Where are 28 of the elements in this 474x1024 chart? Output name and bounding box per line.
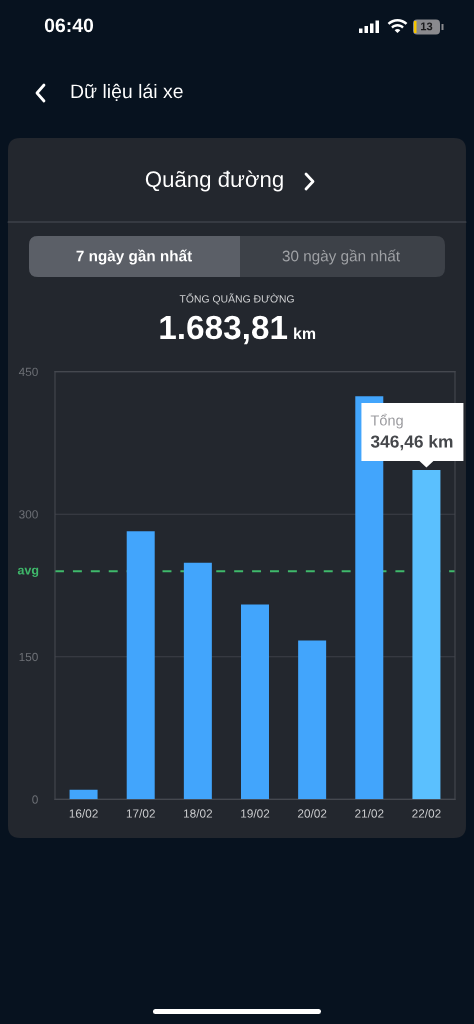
bar	[183, 562, 212, 800]
x-tick-label: 20/02	[297, 809, 327, 818]
x-tick-label: 17/02	[126, 809, 155, 818]
x-tick-label: 21/02	[355, 809, 384, 818]
text: TỔNG QUÃNG ĐƯỜNG	[179, 293, 294, 305]
text: Dữ liệu lái xe	[71, 83, 183, 101]
y-tick-label: 0	[32, 795, 38, 804]
ref-line-label: avg	[17, 567, 39, 578]
y-tick-label: 450	[18, 367, 38, 377]
annotation: Tổng	[370, 413, 403, 429]
y-tick-label: 150	[19, 652, 38, 662]
x-tick-label: 22/02	[412, 809, 441, 818]
x-tick-label: 18/02	[183, 809, 213, 818]
bar	[126, 531, 155, 800]
text: 7 ngày gần nhất	[76, 249, 192, 265]
bar	[298, 640, 327, 800]
text: 30 ngày gần nhất	[282, 249, 400, 265]
chart-title: Quãng đường	[145, 170, 283, 192]
text: 1.683,81 km	[160, 315, 316, 345]
bar	[69, 789, 98, 800]
data-label: 346,46 km	[370, 434, 453, 451]
text: 13	[421, 22, 433, 31]
x-tick-label: 19/02	[241, 809, 270, 818]
text: 06:40	[44, 18, 94, 33]
bar	[241, 604, 269, 800]
x-tick-label: 16/02	[69, 809, 98, 818]
y-tick-label: 300	[19, 510, 38, 519]
bar	[412, 470, 441, 800]
